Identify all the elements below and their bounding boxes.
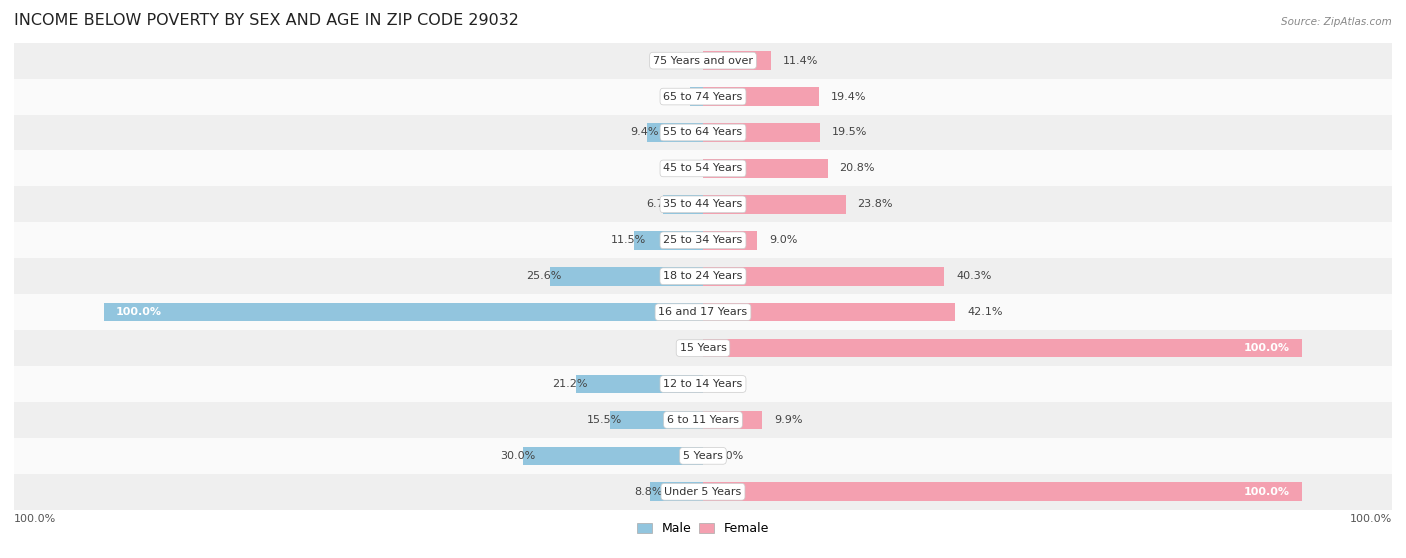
Text: 18 to 24 Years: 18 to 24 Years bbox=[664, 271, 742, 281]
Bar bbox=[14, 474, 1392, 510]
Text: 19.5%: 19.5% bbox=[832, 127, 868, 137]
Bar bbox=[703, 51, 772, 70]
Bar bbox=[14, 258, 1392, 294]
Text: 12 to 14 Years: 12 to 14 Years bbox=[664, 379, 742, 389]
Text: 0.0%: 0.0% bbox=[686, 163, 716, 174]
Text: 65 to 74 Years: 65 to 74 Years bbox=[664, 92, 742, 102]
Bar bbox=[14, 438, 1392, 474]
Text: 100.0%: 100.0% bbox=[1350, 514, 1392, 524]
Text: 0.0%: 0.0% bbox=[716, 379, 744, 389]
Bar bbox=[14, 330, 1392, 366]
Text: 11.5%: 11.5% bbox=[610, 235, 647, 246]
Text: 9.9%: 9.9% bbox=[775, 415, 803, 425]
Text: 45 to 54 Years: 45 to 54 Years bbox=[664, 163, 742, 174]
Text: 25 to 34 Years: 25 to 34 Years bbox=[664, 235, 742, 246]
Bar bbox=[550, 267, 703, 286]
Bar bbox=[14, 151, 1392, 186]
Text: 0.0%: 0.0% bbox=[686, 343, 716, 353]
Bar bbox=[703, 159, 828, 178]
Bar bbox=[647, 123, 703, 142]
Text: INCOME BELOW POVERTY BY SEX AND AGE IN ZIP CODE 29032: INCOME BELOW POVERTY BY SEX AND AGE IN Z… bbox=[14, 13, 519, 28]
Text: 15 Years: 15 Years bbox=[679, 343, 727, 353]
Bar bbox=[14, 42, 1392, 79]
Bar bbox=[703, 267, 945, 286]
Text: 100.0%: 100.0% bbox=[1244, 343, 1291, 353]
Text: 6.7%: 6.7% bbox=[647, 199, 675, 209]
Bar bbox=[703, 231, 756, 249]
Text: 35 to 44 Years: 35 to 44 Years bbox=[664, 199, 742, 209]
Bar bbox=[703, 195, 845, 214]
Text: 21.2%: 21.2% bbox=[553, 379, 588, 389]
Text: 19.4%: 19.4% bbox=[831, 92, 866, 102]
Bar bbox=[703, 411, 762, 429]
Text: Source: ZipAtlas.com: Source: ZipAtlas.com bbox=[1281, 17, 1392, 27]
Bar bbox=[576, 374, 703, 393]
Text: 30.0%: 30.0% bbox=[501, 451, 536, 461]
Bar bbox=[14, 402, 1392, 438]
Text: 23.8%: 23.8% bbox=[858, 199, 893, 209]
Text: 42.1%: 42.1% bbox=[967, 307, 1002, 317]
Bar bbox=[703, 339, 1302, 358]
Text: 8.8%: 8.8% bbox=[634, 487, 662, 497]
Bar bbox=[14, 79, 1392, 114]
Text: 9.4%: 9.4% bbox=[630, 127, 658, 137]
Text: 2.2%: 2.2% bbox=[673, 92, 702, 102]
Bar bbox=[662, 195, 703, 214]
Bar bbox=[610, 411, 703, 429]
Text: 15.5%: 15.5% bbox=[586, 415, 621, 425]
Text: 40.3%: 40.3% bbox=[956, 271, 991, 281]
Bar bbox=[703, 303, 955, 321]
Text: 0.0%: 0.0% bbox=[686, 56, 716, 66]
Bar bbox=[104, 303, 703, 321]
Bar bbox=[14, 114, 1392, 151]
Legend: Male, Female: Male, Female bbox=[631, 517, 775, 540]
Bar bbox=[651, 483, 703, 501]
Text: 75 Years and over: 75 Years and over bbox=[652, 56, 754, 66]
Bar bbox=[634, 231, 703, 249]
Text: 100.0%: 100.0% bbox=[1244, 487, 1291, 497]
Text: 0.0%: 0.0% bbox=[716, 451, 744, 461]
Text: Under 5 Years: Under 5 Years bbox=[665, 487, 741, 497]
Text: 9.0%: 9.0% bbox=[769, 235, 797, 246]
Text: 25.6%: 25.6% bbox=[526, 271, 561, 281]
Bar bbox=[703, 483, 1302, 501]
Text: 16 and 17 Years: 16 and 17 Years bbox=[658, 307, 748, 317]
Text: 100.0%: 100.0% bbox=[14, 514, 56, 524]
Text: 20.8%: 20.8% bbox=[839, 163, 875, 174]
Text: 100.0%: 100.0% bbox=[115, 307, 162, 317]
Bar bbox=[523, 446, 703, 465]
Text: 6 to 11 Years: 6 to 11 Years bbox=[666, 415, 740, 425]
Bar bbox=[14, 366, 1392, 402]
Bar bbox=[690, 87, 703, 106]
Text: 5 Years: 5 Years bbox=[683, 451, 723, 461]
Text: 55 to 64 Years: 55 to 64 Years bbox=[664, 127, 742, 137]
Bar bbox=[703, 87, 820, 106]
Bar bbox=[14, 222, 1392, 258]
Text: 11.4%: 11.4% bbox=[783, 56, 818, 66]
Bar bbox=[14, 186, 1392, 222]
Bar bbox=[703, 123, 820, 142]
Bar bbox=[14, 294, 1392, 330]
